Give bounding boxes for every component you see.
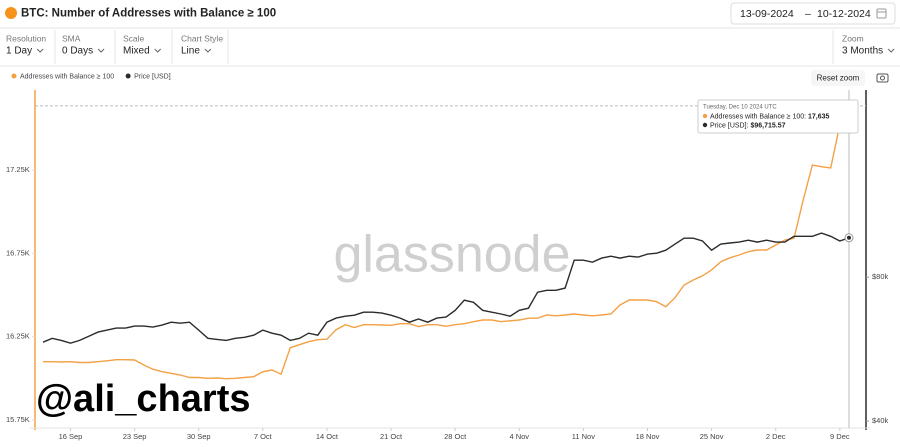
series-line — [43, 105, 850, 380]
x-tick-label: 16 Sep — [59, 432, 83, 441]
legend-label[interactable]: Addresses with Balance ≥ 100 — [20, 73, 114, 80]
dropdown-value[interactable]: 0 Days — [62, 46, 93, 57]
brand-watermark: glassnode — [333, 226, 570, 284]
tooltip-swatch — [702, 113, 708, 119]
tooltip-row-label: Addresses with Balance ≥ 100: — [710, 113, 808, 120]
y2-tick-label: $40k — [872, 416, 889, 425]
x-tick-label: 2 Dec — [766, 432, 786, 441]
tooltip: Tuesday, Dec 10 2024 UTC Addresses with B… — [697, 99, 859, 134]
camera-lens — [880, 75, 885, 81]
dropdown-chevron — [97, 48, 105, 53]
tooltip-row-label: Price [USD]: — [710, 122, 750, 129]
dropdown-value[interactable]: 1 Day — [6, 46, 32, 57]
tooltip-row: Addresses with Balance ≥ 100: 17,635 — [710, 113, 830, 120]
x-tick-label: 21 Oct — [380, 432, 403, 441]
reset-zoom-label[interactable]: Reset zoom — [817, 74, 860, 83]
tooltip-swatch — [702, 122, 708, 128]
x-tick-label: 14 Oct — [316, 432, 339, 441]
x-tick-label: 18 Nov — [636, 432, 660, 441]
btc-icon — [5, 7, 17, 19]
dropdown-chevron — [154, 48, 162, 53]
hover-marker-core — [847, 235, 851, 240]
date-range-box[interactable] — [730, 2, 896, 25]
y-tick-label: 15.75K — [6, 415, 30, 424]
tooltip-row: Price [USD]: $96,715.57 — [710, 122, 786, 129]
series-line — [42, 232, 850, 344]
y2-tick-label: $80k — [872, 272, 889, 281]
dropdown-label: Chart Style — [181, 33, 223, 43]
tooltip-row-value: $96,715.57 — [750, 122, 785, 129]
calendar-icon[interactable] — [876, 8, 887, 19]
toolbar: Resolution 1 Day SMA 0 Days Scale Mixed Chart … — [6, 30, 895, 64]
y-tick-label: 17.25K — [6, 165, 30, 174]
dropdown-value[interactable]: Line — [181, 46, 200, 57]
tooltip-box — [697, 99, 859, 134]
date-separator: – — [805, 8, 811, 20]
x-tick-label: 23 Sep — [123, 432, 147, 441]
dropdown-label: Scale — [123, 33, 145, 43]
x-tick-label: 25 Nov — [700, 432, 724, 441]
x-tick-label: 11 Nov — [572, 432, 595, 441]
dropdown-label: Resolution — [6, 33, 46, 43]
dropdown-label: SMA — [62, 33, 81, 43]
reset-zoom-button[interactable] — [811, 70, 865, 86]
date-start[interactable]: 13-09-2024 — [740, 8, 794, 20]
tooltip-date: Tuesday, Dec 10 2024 UTC — [703, 105, 777, 111]
x-tick-label: 28 Oct — [444, 432, 467, 441]
author-watermark: @ali_charts — [36, 378, 251, 420]
legend-label[interactable]: Price [USD] — [134, 73, 171, 80]
legend-swatch — [125, 73, 131, 79]
camera-icon[interactable] — [876, 73, 889, 83]
legend-swatch — [11, 73, 17, 79]
dropdown-chevron — [204, 48, 212, 53]
x-tick-label: 4 Nov — [509, 432, 529, 441]
x-tick-label: 9 Dec — [830, 432, 850, 441]
chart-title: BTC: Number of Addresses with Balance ≥ … — [21, 8, 276, 20]
dropdown-value[interactable]: 3 Months — [842, 46, 883, 57]
dropdown-value[interactable]: Mixed — [123, 46, 150, 57]
y-tick-label: 16.75K — [6, 248, 30, 257]
y-tick-label: 16.25K — [6, 332, 30, 341]
x-tick-label: 7 Oct — [254, 432, 273, 441]
legend: Addresses with Balance ≥ 100 Price [USD] — [11, 73, 171, 80]
plot-area: 15.75K 16.25K 16.75K 17.25K $40k $80k 16 Sep 23… — [6, 90, 889, 441]
dropdown-label: Zoom — [842, 33, 864, 43]
dropdown-chevron — [887, 48, 895, 53]
date-end[interactable]: 10-12-2024 — [817, 8, 871, 20]
tooltip-row-value: 17,635 — [808, 113, 830, 120]
x-tick-label: 30 Sep — [187, 432, 211, 441]
dropdown-chevron — [36, 48, 44, 53]
